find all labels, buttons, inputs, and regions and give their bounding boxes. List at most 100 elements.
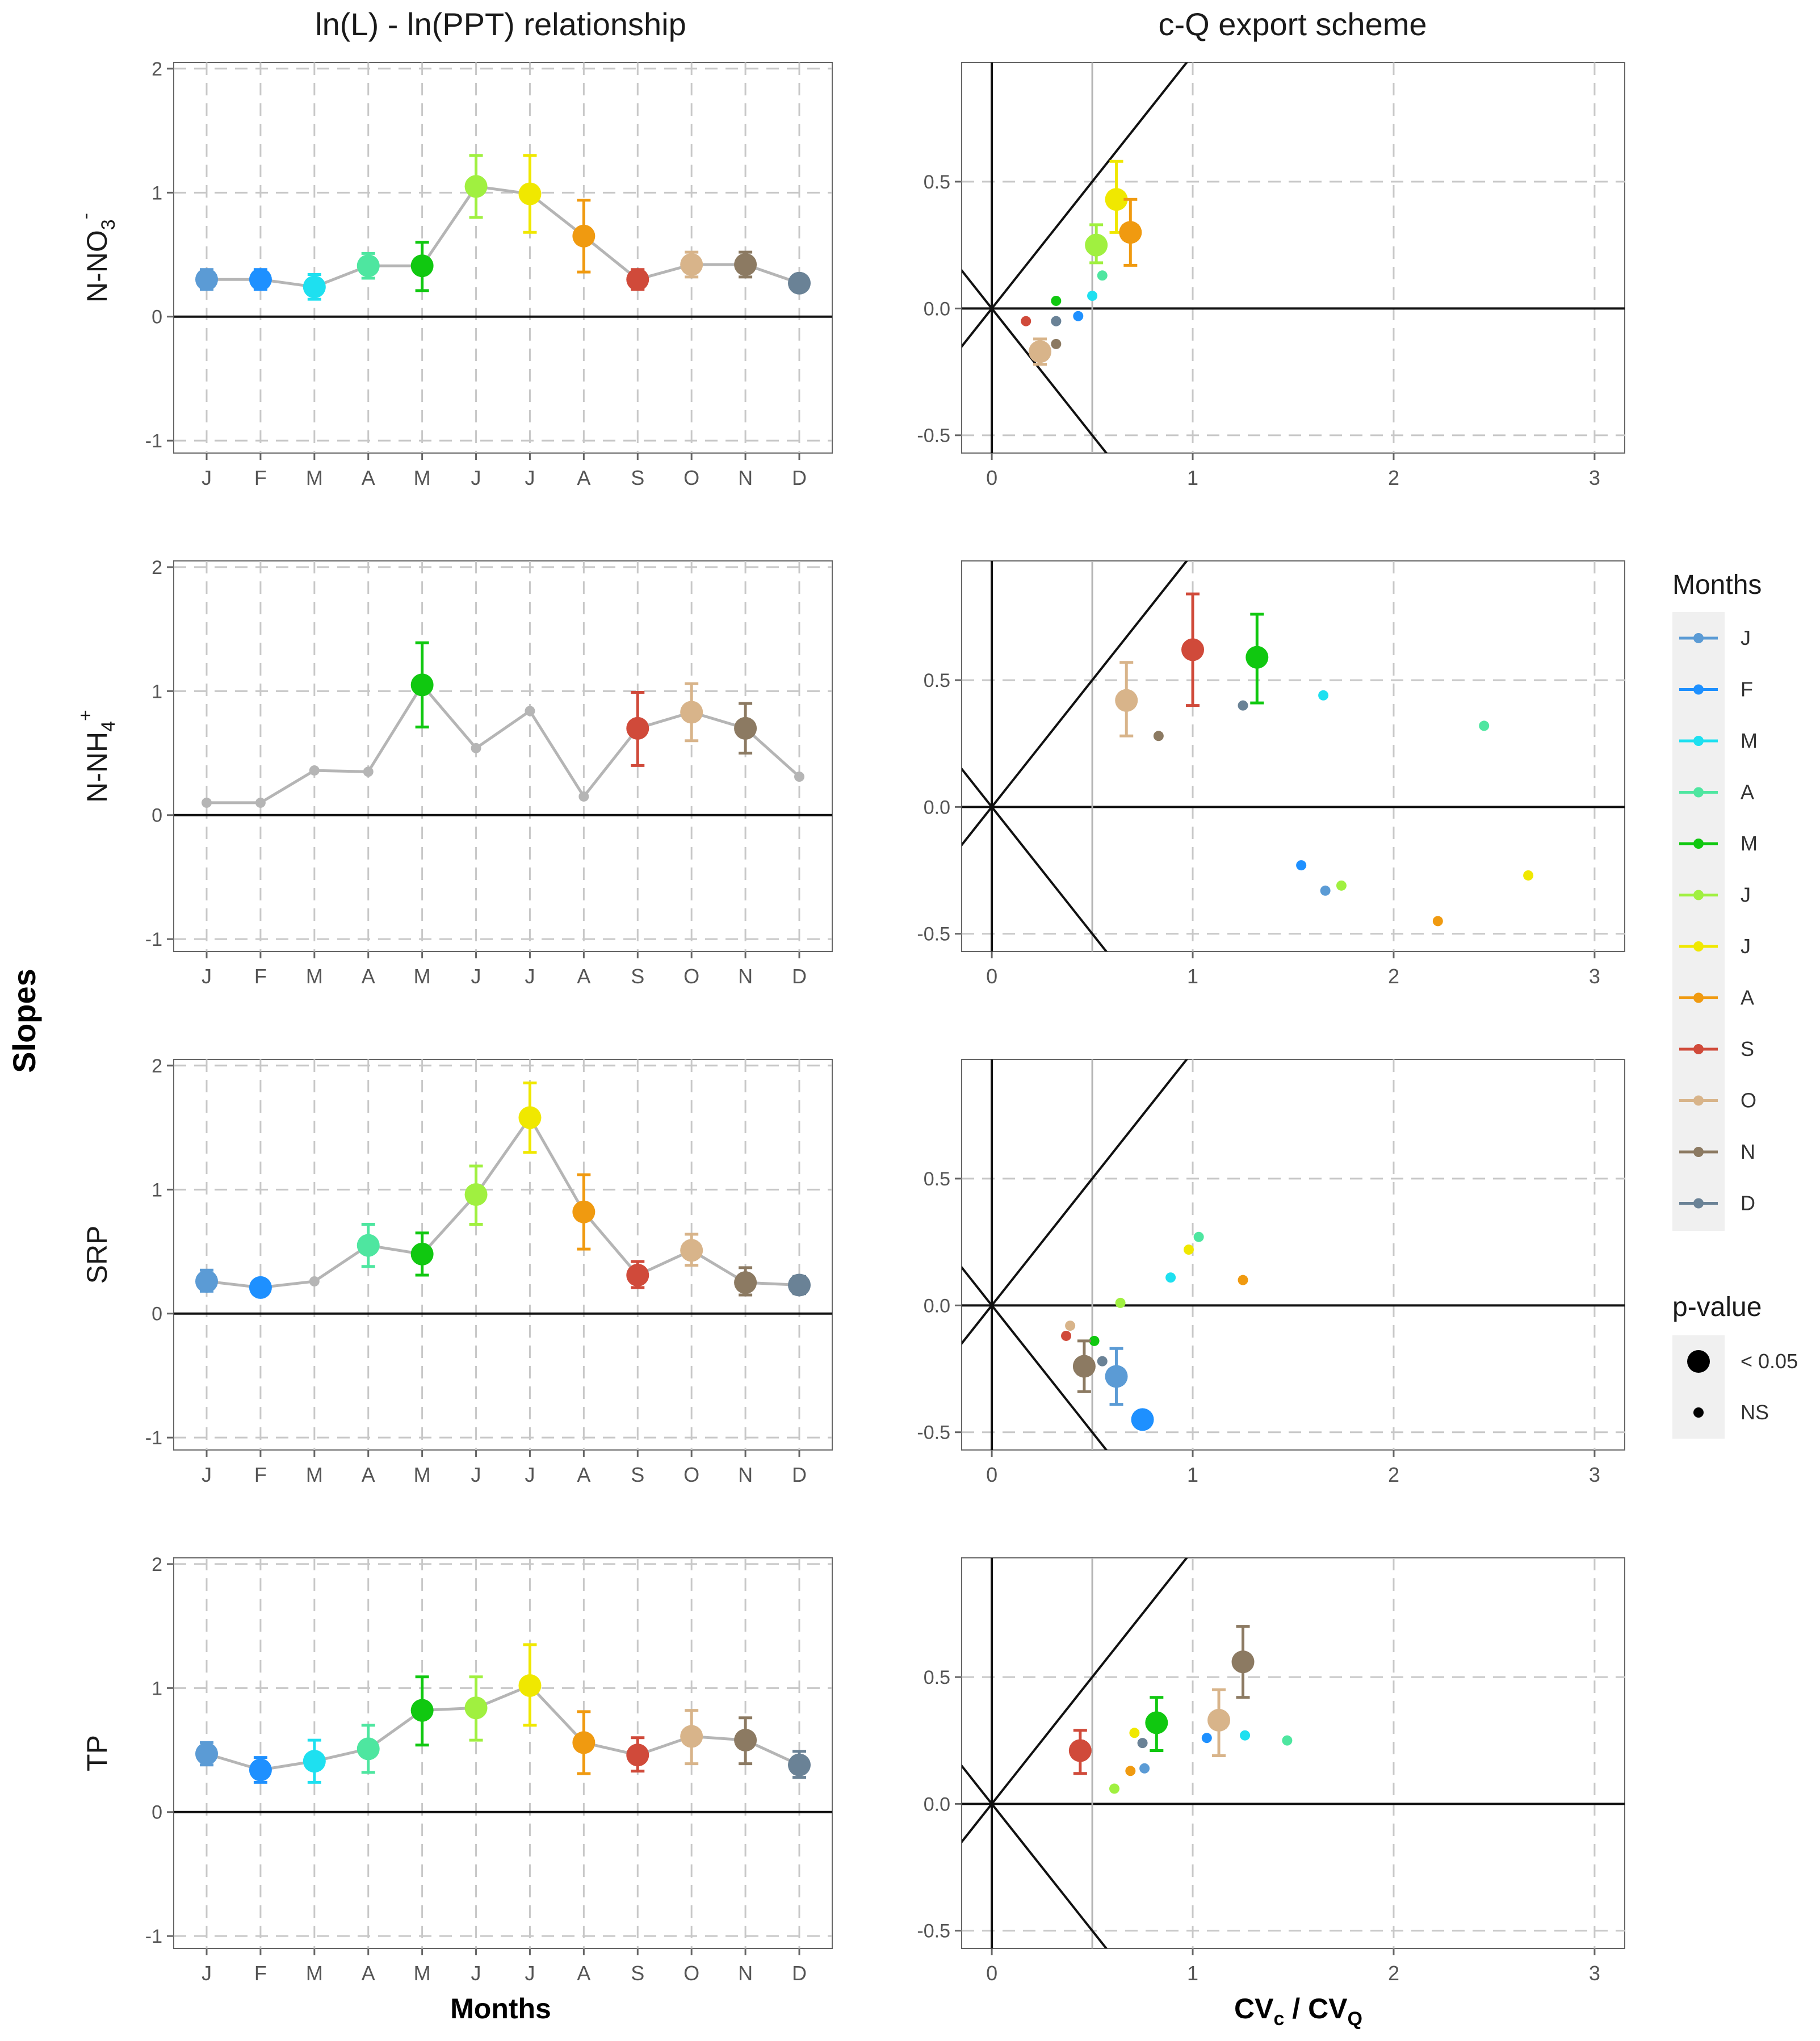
x-tick-label: M (306, 965, 323, 988)
legend-key-point (1693, 941, 1704, 952)
data-point (1246, 646, 1269, 669)
legend-months-title: Months (1672, 570, 1762, 600)
x-tick-label: 2 (1388, 965, 1399, 988)
legend-month-label: D (1741, 1192, 1755, 1215)
x-tick-label: D (792, 1463, 807, 1486)
data-point (518, 182, 542, 206)
data-point (518, 1106, 542, 1129)
legend-month-label: M (1741, 832, 1758, 855)
data-point (202, 797, 212, 808)
y-tick-label: 1 (152, 681, 162, 702)
x-tick-label: J (202, 466, 212, 489)
data-point (1238, 1275, 1248, 1285)
y-tick-label: -0.5 (917, 425, 950, 447)
legend-pvalue-key (1693, 1407, 1704, 1418)
x-tick-label: N (738, 965, 753, 988)
axis-ticks: -1 0 1 2 J F M A M J J A S O N D (145, 1055, 807, 1486)
legend-month-item: O (1679, 1089, 1756, 1112)
x-tick-label: J (202, 1463, 212, 1486)
x-tick-label: N (738, 1962, 753, 1985)
right-column-title: c-Q export scheme (1158, 6, 1427, 42)
data-point (1131, 1408, 1154, 1431)
data-marks (1115, 592, 1534, 927)
data-point (680, 701, 703, 724)
legend-month-label: A (1741, 986, 1754, 1009)
row-label: N-NH4+ (75, 710, 119, 803)
x-tick-label: J (471, 1463, 481, 1486)
x-tick-label: 0 (986, 1962, 997, 1985)
data-point (734, 1729, 757, 1752)
data-point (788, 1753, 811, 1776)
data-point (410, 1242, 434, 1265)
diagonal-negative-line (962, 767, 1108, 952)
x-tick-label: 3 (1589, 1463, 1600, 1486)
y-tick-label: -0.5 (917, 1921, 950, 1942)
data-point (1072, 1355, 1096, 1378)
data-point (464, 175, 488, 198)
y-tick-label: 0 (152, 307, 162, 328)
data-point (1165, 1272, 1176, 1283)
data-point (1021, 316, 1031, 326)
data-point (1115, 689, 1138, 712)
x-tick-label: J (525, 1962, 535, 1985)
y-axis-title: Slopes (6, 969, 42, 1073)
data-marks (1068, 1625, 1293, 1794)
y-tick-label: 0.0 (924, 1793, 950, 1815)
x-tick-label: A (362, 466, 375, 489)
legend-month-item: N (1679, 1140, 1755, 1163)
x-tick-label: O (683, 1463, 699, 1486)
data-point (249, 268, 272, 291)
y-tick-label: 0.0 (924, 797, 950, 818)
data-point (1105, 1365, 1128, 1388)
y-tick-label: -1 (145, 929, 162, 950)
left-column-title: ln(L) - ln(PPT) relationship (315, 6, 686, 42)
data-point (572, 1731, 596, 1754)
y-tick-label: -1 (145, 430, 162, 452)
data-point (1105, 188, 1128, 211)
data-point (1137, 1738, 1148, 1749)
data-point (1139, 1763, 1150, 1774)
reference-lines (962, 1059, 1188, 1450)
legend-key-point (1693, 787, 1704, 798)
data-point (410, 673, 434, 697)
y-tick-label: -1 (145, 1926, 162, 1947)
data-point (1320, 885, 1331, 896)
data-point (1282, 1735, 1293, 1746)
x-tick-label: 3 (1589, 466, 1600, 489)
data-point (1153, 731, 1164, 741)
x-tick-label: O (683, 1962, 699, 1985)
legend-month-label: O (1741, 1089, 1756, 1112)
data-point (1129, 1728, 1140, 1738)
legend-month-item: J (1679, 626, 1751, 649)
data-point (1065, 1321, 1076, 1331)
reference-lines (962, 1558, 1188, 1948)
data-point (1479, 720, 1490, 731)
x-tick-label: A (577, 965, 590, 988)
data-point (1073, 311, 1084, 321)
data-point (1115, 1297, 1126, 1308)
x-axis-title-left: Months (450, 1993, 551, 2025)
data-point (309, 1276, 320, 1286)
y-tick-label: -0.5 (917, 924, 950, 945)
legend-pvalue-label: NS (1741, 1401, 1769, 1424)
legend-pvalue-title: p-value (1672, 1292, 1762, 1322)
axis-ticks: -1 0 1 2 J F M A M J J A S O N D (145, 557, 807, 988)
x-tick-label: M (306, 1962, 323, 1985)
legend-month-item: M (1679, 832, 1758, 855)
data-marks (1021, 160, 1142, 366)
legend-key-point (1693, 684, 1704, 695)
reference-lines (962, 62, 1188, 453)
data-point (572, 224, 596, 248)
right-panel-2: -0.5 0.0 0.5 0 1 2 3 (917, 560, 1625, 988)
x-tick-label: S (631, 965, 644, 988)
row-label: N-NO3- (75, 213, 119, 303)
data-point (1240, 1730, 1251, 1741)
row-label: TP (81, 1735, 113, 1771)
data-point (1068, 1739, 1092, 1762)
data-marks (195, 154, 811, 301)
data-point (357, 1234, 380, 1257)
y-tick-label: 2 (152, 1554, 162, 1575)
data-point (309, 765, 320, 776)
x-tick-label: M (414, 1962, 431, 1985)
data-point (1201, 1733, 1212, 1744)
